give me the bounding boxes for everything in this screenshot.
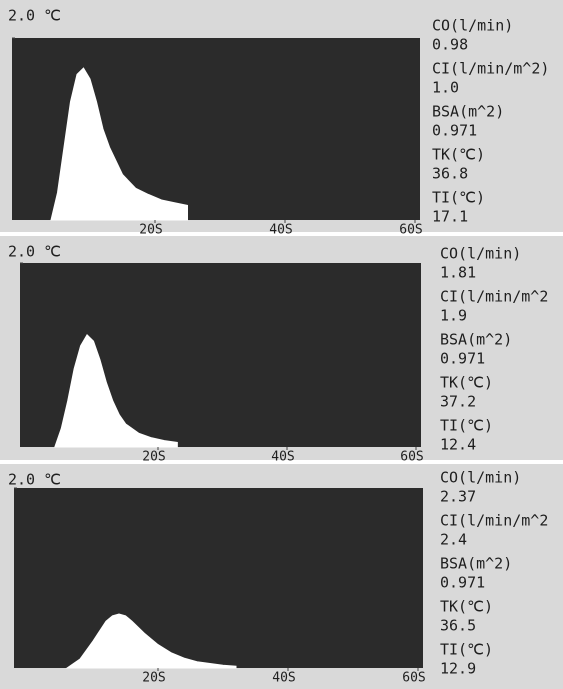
reading-value: 2.4 [440, 531, 467, 549]
reading-label: BSA(m^2) [440, 555, 512, 573]
reading-label: BSA(m^2) [440, 331, 512, 349]
x-tick-label: 60S [400, 450, 423, 465]
reading-value: 0.971 [432, 122, 477, 140]
screen-photos: 20S40S60S2.0 ℃CO(l/min)0.98CI(l/min/m^2)… [0, 0, 563, 689]
x-tick-label: 40S [272, 671, 295, 686]
reading-value: 1.9 [440, 307, 467, 325]
reading-label: CO(l/min) [432, 17, 513, 35]
reading-value: 12.4 [440, 436, 476, 454]
reading-value: 1.81 [440, 264, 476, 282]
reading-label: TI(℃) [440, 641, 493, 659]
reading-label: TI(℃) [440, 417, 493, 435]
y-tick-label: 2.0 ℃ [8, 471, 61, 489]
plot-area [14, 488, 423, 668]
reading-label: CI(l/min/m^2 [440, 288, 548, 306]
reading-label: CI(l/min/m^2 [440, 512, 548, 530]
reading-label: TK(℃) [440, 374, 493, 392]
reading-value: 17.1 [432, 208, 468, 226]
reading-value: 2.37 [440, 488, 476, 506]
x-tick-label: 60S [402, 671, 425, 686]
x-tick-label: 40S [271, 450, 294, 465]
reading-value: 12.9 [440, 660, 476, 678]
reading-value: 36.8 [432, 165, 468, 183]
reading-label: TK(℃) [440, 598, 493, 616]
y-tick-label: 2.0 ℃ [8, 243, 61, 261]
x-tick-label: 60S [399, 223, 422, 238]
y-tick-label: 2.0 ℃ [8, 7, 61, 25]
reading-label: CO(l/min) [440, 245, 521, 263]
reading-value: 37.2 [440, 393, 476, 411]
reading-value: 1.0 [432, 79, 459, 97]
reading-value: 0.98 [432, 36, 468, 54]
x-tick-label: 40S [269, 223, 292, 238]
reading-label: CO(l/min) [440, 469, 521, 487]
x-tick-label: 20S [142, 450, 165, 465]
reading-label: CI(l/min/m^2) [432, 60, 549, 78]
reading-label: TK(℃) [432, 146, 485, 164]
reading-label: TI(℃) [432, 189, 485, 207]
reading-label: BSA(m^2) [432, 103, 504, 121]
reading-value: 0.971 [440, 350, 485, 368]
reading-value: 36.5 [440, 617, 476, 635]
reading-value: 0.971 [440, 574, 485, 592]
x-tick-label: 20S [142, 671, 165, 686]
x-tick-label: 20S [139, 223, 162, 238]
